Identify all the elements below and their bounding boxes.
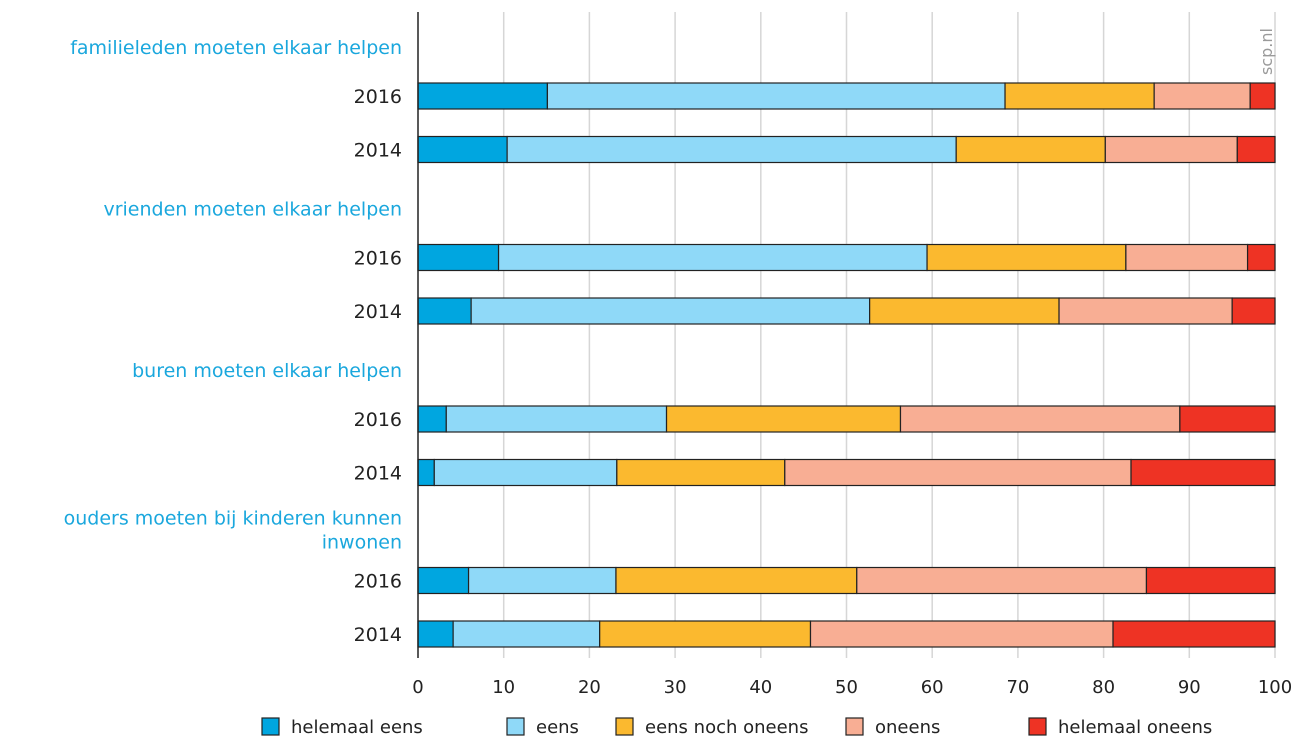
bar-segment-helemaal-oneens bbox=[1145, 566, 1276, 595]
bar-segment-eens-noch-oneens bbox=[616, 458, 786, 487]
bar-segment-oneens bbox=[899, 405, 1181, 433]
bar-segment-helemaal-eens bbox=[417, 297, 472, 325]
legend-label: eens bbox=[536, 717, 579, 738]
bar-segment-oneens bbox=[1125, 243, 1249, 272]
bar-segment-eens bbox=[546, 82, 1006, 110]
bar-segment-helemaal-oneens bbox=[1236, 135, 1276, 164]
bar-segment-helemaal-oneens bbox=[1130, 458, 1276, 487]
x-tick-label: 20 bbox=[578, 677, 601, 698]
year-label: 2014 bbox=[354, 624, 402, 646]
bar-segment-eens-noch-oneens bbox=[599, 620, 812, 648]
bar-segment-eens-noch-oneens bbox=[869, 297, 1060, 325]
bar-segment-oneens bbox=[809, 620, 1114, 648]
legend-swatch bbox=[845, 717, 864, 736]
bar-segment-helemaal-eens bbox=[417, 458, 435, 487]
x-tick-label: 0 bbox=[412, 677, 423, 698]
bar-segment-eens-noch-oneens bbox=[1004, 82, 1155, 110]
group-label: buren moeten elkaar helpen bbox=[132, 360, 402, 382]
bar-segment-eens bbox=[452, 620, 601, 648]
bar-segment-eens bbox=[470, 297, 871, 325]
bar-segment-helemaal-oneens bbox=[1179, 405, 1276, 433]
bar-segment-eens bbox=[506, 135, 957, 164]
bar-segment-eens bbox=[445, 405, 668, 433]
legend-swatch bbox=[261, 717, 280, 736]
bar-segment-oneens bbox=[1058, 297, 1233, 325]
legend: helemaal eens eens eens noch oneens oneens h… bbox=[261, 717, 1212, 738]
x-tick-label: 100 bbox=[1258, 677, 1292, 698]
bar-segment-helemaal-oneens bbox=[1112, 620, 1276, 648]
bar-segment-eens bbox=[467, 566, 617, 595]
x-tick-label: 80 bbox=[1092, 677, 1115, 698]
legend-label: oneens bbox=[875, 717, 940, 738]
x-tick-label: 50 bbox=[835, 677, 858, 698]
group-label: vrienden moeten elkaar helpen bbox=[103, 199, 402, 221]
x-tick-label: 70 bbox=[1006, 677, 1029, 698]
bar-segment-helemaal-eens bbox=[417, 620, 454, 648]
bar-segment-oneens bbox=[856, 566, 1148, 595]
year-label: 2014 bbox=[354, 301, 402, 323]
legend-label: eens noch oneens bbox=[645, 717, 808, 738]
bars bbox=[417, 82, 1276, 648]
bar-segment-oneens bbox=[784, 458, 1132, 487]
legend-swatch bbox=[1028, 717, 1047, 736]
legend-label: helemaal eens bbox=[291, 717, 423, 738]
bar-segment-helemaal-eens bbox=[417, 405, 447, 433]
group-label: familieleden moeten elkaar helpen bbox=[70, 37, 402, 59]
legend-swatch bbox=[615, 717, 634, 736]
bar-segment-helemaal-oneens bbox=[1246, 243, 1276, 272]
bar-segment-eens-noch-oneens bbox=[615, 566, 858, 595]
year-label: 2014 bbox=[354, 140, 402, 162]
bar-segment-oneens bbox=[1153, 82, 1251, 110]
gridlines bbox=[502, 12, 1276, 658]
bar-segment-helemaal-oneens bbox=[1249, 82, 1276, 110]
year-label: 2016 bbox=[354, 571, 402, 593]
x-axis: 0 10 20 30 40 50 60 70 80 90 100 bbox=[412, 12, 1292, 698]
bar-segment-helemaal-eens bbox=[417, 135, 508, 164]
legend-swatch bbox=[506, 717, 525, 736]
bar-segment-helemaal-eens bbox=[417, 82, 549, 110]
x-tick-label: 10 bbox=[492, 677, 515, 698]
row-labels: familieleden moeten elkaar helpen 2016 201… bbox=[64, 37, 402, 646]
year-label: 2014 bbox=[354, 463, 402, 485]
year-label: 2016 bbox=[354, 86, 402, 108]
group-label: ouders moeten bij kinderen kunnen bbox=[64, 508, 402, 530]
bar-segment-oneens bbox=[1104, 135, 1238, 164]
x-tick-label: 40 bbox=[749, 677, 772, 698]
year-label: 2016 bbox=[354, 409, 402, 431]
x-tick-label: 60 bbox=[921, 677, 944, 698]
x-tick-label: 30 bbox=[664, 677, 687, 698]
year-label: 2016 bbox=[354, 248, 402, 270]
watermark-text: scp.nl bbox=[1257, 28, 1276, 75]
group-label: inwonen bbox=[322, 532, 402, 554]
bar-segment-helemaal-oneens bbox=[1231, 297, 1276, 325]
bar-segment-eens-noch-oneens bbox=[665, 405, 902, 433]
bar-segment-helemaal-eens bbox=[417, 243, 500, 272]
bar-segment-eens-noch-oneens bbox=[926, 243, 1127, 272]
bar-segment-helemaal-eens bbox=[417, 566, 470, 595]
bar-segment-eens bbox=[433, 458, 618, 487]
x-tick-label: 90 bbox=[1178, 677, 1201, 698]
legend-label: helemaal oneens bbox=[1058, 717, 1212, 738]
bar-segment-eens bbox=[497, 243, 928, 272]
bar-segment-eens-noch-oneens bbox=[955, 135, 1106, 164]
